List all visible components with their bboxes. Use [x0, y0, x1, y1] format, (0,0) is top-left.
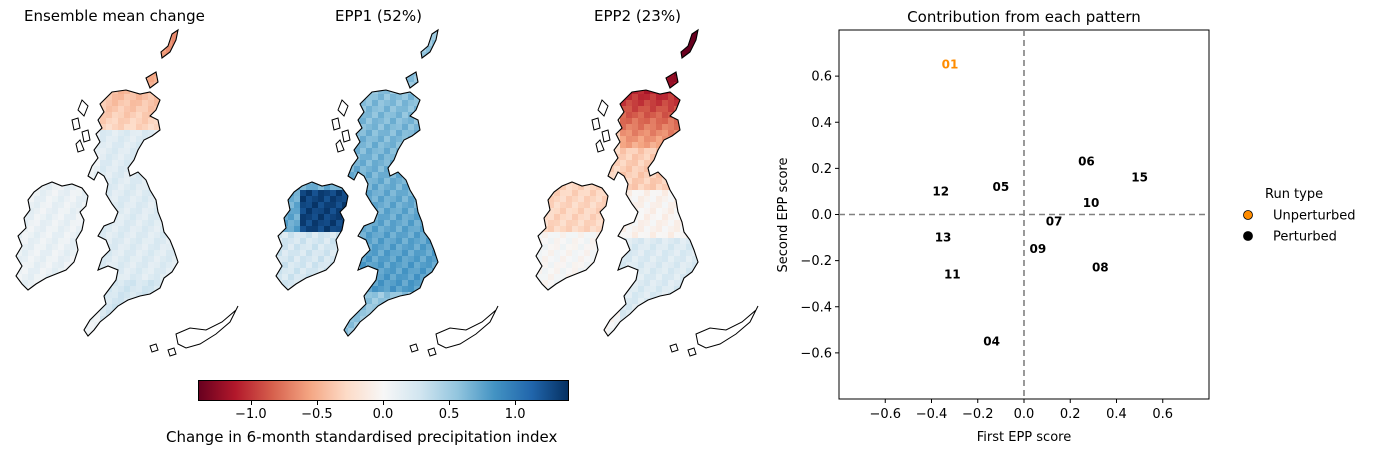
- point-label-12: 12: [932, 184, 949, 198]
- scatter-chart: Contribution from each pattern −0.6 −0.4−…: [776, 8, 1356, 445]
- island-outline: [695, 305, 759, 349]
- point-label-07: 07: [1046, 214, 1063, 228]
- chart-title: Contribution from each pattern: [907, 8, 1141, 26]
- x-tick-label: 0.4: [1106, 407, 1127, 422]
- island-outline: [669, 343, 679, 353]
- y-tick-label: 0.0: [811, 208, 832, 223]
- island-outline: [149, 343, 159, 353]
- x-tick-label: −0.6: [869, 407, 901, 422]
- island-outline: [687, 347, 697, 357]
- map-ensemble-mean: [15, 28, 239, 357]
- colorbar-tick-mark: [515, 401, 517, 405]
- point-label-10: 10: [1083, 196, 1100, 210]
- y-tick-label: −0.2: [800, 254, 832, 269]
- ireland-outline: [535, 181, 609, 291]
- ireland-outline: [15, 181, 89, 291]
- island-outline: [337, 99, 349, 117]
- island-outline: [427, 347, 437, 357]
- colorbar: [198, 380, 569, 401]
- great-britain-outline: [83, 28, 179, 337]
- map-title-epp2: EPP2 (23%): [594, 7, 681, 25]
- y-axis-label: Second EPP score: [776, 158, 791, 273]
- x-tick-label: 0.2: [1060, 407, 1081, 422]
- point-label-11: 11: [944, 267, 961, 281]
- y-tick-label: 0.6: [811, 70, 832, 85]
- island-outline: [77, 99, 89, 117]
- island-outline: [175, 305, 239, 349]
- point-label-04: 04: [983, 334, 1000, 348]
- x-axis-label: First EPP score: [977, 430, 1071, 445]
- y-tick-label: −0.4: [800, 300, 832, 315]
- island-outline: [597, 99, 609, 117]
- legend-marker: [1243, 231, 1253, 241]
- precip-field: [276, 30, 438, 336]
- island-outline: [595, 139, 605, 153]
- point-label-09: 09: [1030, 242, 1047, 256]
- island-outline: [601, 129, 611, 143]
- colorbar-tick-label: −0.5: [301, 407, 333, 422]
- point-label-06: 06: [1078, 154, 1095, 168]
- colorbar-tick-label: 0.0: [372, 407, 394, 422]
- point-label-08: 08: [1092, 261, 1109, 275]
- island-outline: [71, 117, 81, 131]
- y-tick-label: −0.6: [800, 346, 832, 361]
- colorbar-tick-mark: [449, 401, 451, 405]
- legend-marker: [1243, 210, 1253, 220]
- island-outline: [341, 129, 351, 143]
- legend-title: Run type: [1265, 187, 1323, 202]
- colorbar-gradient: [198, 380, 569, 401]
- point-label-01: 01: [942, 58, 959, 72]
- uk-maps-panel: [15, 28, 759, 357]
- colorbar-tick-label: 0.5: [438, 407, 460, 422]
- map-title-epp1: EPP1 (52%): [335, 7, 422, 25]
- island-outline: [167, 347, 177, 357]
- island-outline: [591, 117, 601, 131]
- point-label-15: 15: [1131, 171, 1148, 185]
- x-tick-label: 0.0: [1014, 407, 1035, 422]
- legend-label: Perturbed: [1273, 230, 1337, 245]
- point-label-13: 13: [935, 231, 952, 245]
- map-title-mean: Ensemble mean change: [24, 7, 205, 25]
- island-outline: [335, 139, 345, 153]
- great-britain-outline: [603, 28, 699, 337]
- colorbar-tick-mark: [316, 401, 318, 405]
- map-epp1: [275, 28, 499, 357]
- y-tick-label: 0.2: [811, 162, 832, 177]
- colorbar-tick-label: −1.0: [235, 407, 267, 422]
- precip-field: [536, 30, 698, 336]
- island-outline: [331, 117, 341, 131]
- island-outline: [409, 343, 419, 353]
- colorbar-tick-label: 1.0: [504, 407, 526, 422]
- legend: Run type Unperturbed Perturbed: [1243, 187, 1356, 245]
- colorbar-tick-mark: [250, 401, 252, 405]
- precip-field: [16, 30, 178, 336]
- x-tick-label: 0.6: [1152, 407, 1173, 422]
- y-tick-label: 0.4: [811, 116, 832, 131]
- colorbar-tick-mark: [383, 401, 384, 405]
- x-tick-label: −0.4: [916, 407, 948, 422]
- island-outline: [435, 305, 499, 349]
- x-tick-label: −0.2: [962, 407, 994, 422]
- ireland-outline: [275, 181, 349, 291]
- point-label-05: 05: [993, 180, 1010, 194]
- island-outline: [81, 129, 91, 143]
- colorbar-label: Change in 6-month standardised precipita…: [166, 428, 558, 446]
- legend-label: Unperturbed: [1273, 209, 1356, 224]
- island-outline: [75, 139, 85, 153]
- great-britain-outline: [343, 28, 439, 337]
- map-epp2: [535, 28, 759, 357]
